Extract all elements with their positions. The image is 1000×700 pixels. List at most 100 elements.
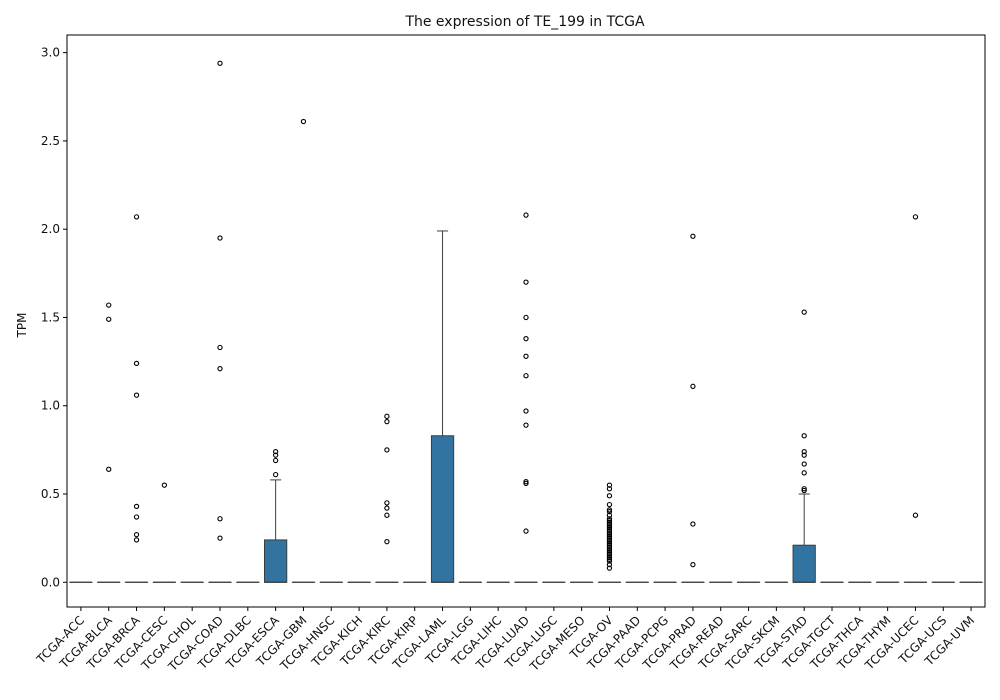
- outlier-point: [606, 519, 613, 525]
- outlier-point: [523, 480, 529, 487]
- outlier-point: [606, 533, 613, 540]
- outlier-point: [606, 482, 613, 488]
- outlier-point: [606, 512, 613, 518]
- outlier-point: [272, 457, 279, 464]
- outlier-point: [606, 521, 613, 527]
- outlier-point: [606, 493, 613, 499]
- outlier-point: [606, 526, 613, 532]
- outlier-point: [217, 344, 223, 351]
- outlier-point: [217, 516, 223, 522]
- outlier-point: [384, 539, 390, 545]
- outlier-point: [606, 537, 613, 543]
- outlier-point: [384, 418, 390, 425]
- outlier-point: [606, 547, 613, 554]
- outlier-point: [801, 486, 807, 492]
- outlier-point: [690, 233, 696, 239]
- outlier-point: [272, 471, 279, 478]
- box-group: [514, 212, 538, 583]
- outlier-point: [106, 466, 112, 472]
- outlier-point: [606, 561, 613, 568]
- outlier-point: [801, 433, 807, 439]
- outlier-point: [606, 528, 613, 534]
- outlier-point: [217, 235, 223, 241]
- outlier-point: [606, 531, 613, 538]
- box: [430, 435, 455, 583]
- chart-title: The expression of TE_199 in TCGA: [404, 14, 645, 30]
- outlier-point: [133, 214, 140, 220]
- outlier-point: [606, 554, 613, 561]
- box-group: [430, 230, 455, 583]
- outlier-point: [217, 366, 223, 372]
- outlier-point: [523, 336, 529, 342]
- outlier-point: [300, 118, 307, 125]
- outlier-point: [801, 309, 807, 315]
- outlier-point: [133, 514, 140, 520]
- y-tick-label: 3.0: [41, 46, 60, 60]
- outlier-point: [384, 447, 390, 453]
- y-tick-label: 0.0: [41, 575, 60, 589]
- outlier-point: [801, 487, 807, 494]
- outlier-point: [161, 482, 168, 488]
- outlier-point: [690, 561, 696, 568]
- box-group: [291, 118, 316, 583]
- outlier-point: [384, 413, 390, 419]
- outlier-point: [523, 422, 529, 428]
- box-group: [124, 214, 149, 583]
- y-tick-label: 1.5: [41, 310, 60, 324]
- outlier-point: [606, 539, 613, 545]
- outlier-point: [106, 302, 112, 308]
- outlier-point: [523, 528, 529, 534]
- outlier-point: [606, 524, 613, 531]
- outlier-point: [606, 546, 613, 552]
- outlier-point: [606, 551, 613, 557]
- box-group: [681, 233, 705, 583]
- outlier-point: [912, 214, 919, 220]
- box-group: [97, 302, 121, 583]
- outlier-point: [606, 507, 613, 513]
- outlier-point: [523, 373, 529, 379]
- outlier-point: [801, 452, 807, 458]
- outlier-point: [606, 530, 613, 536]
- outlier-point: [384, 505, 390, 511]
- box-group: [152, 482, 176, 583]
- outlier-point: [523, 314, 529, 321]
- outlier-point: [523, 212, 529, 218]
- plot-frame: [66, 34, 986, 608]
- outlier-point: [606, 556, 613, 562]
- outlier-point: [217, 535, 223, 541]
- outlier-point: [801, 461, 807, 467]
- outlier-point: [606, 517, 613, 524]
- box-group: [375, 413, 399, 583]
- outlier-point: [133, 392, 140, 398]
- y-tick-label: 2.5: [41, 134, 60, 148]
- outlier-point: [133, 503, 140, 510]
- outlier-point: [606, 516, 613, 522]
- outlier-point: [690, 521, 696, 527]
- outlier-point: [801, 448, 807, 455]
- box-group: [903, 214, 928, 583]
- y-axis: 0.0 0.5 1.0 1.5 2.0 2.5 3.0: [41, 46, 67, 589]
- outlier-point: [606, 535, 613, 541]
- outlier-point: [801, 470, 807, 476]
- box: [264, 539, 288, 583]
- y-tick-label: 0.5: [41, 487, 60, 501]
- outlier-point: [523, 353, 529, 359]
- outlier-point: [523, 279, 529, 285]
- outlier-point: [133, 360, 140, 367]
- outlier-point: [606, 544, 613, 550]
- box-group: [597, 482, 622, 583]
- outlier-point: [606, 549, 613, 555]
- box-group: [792, 309, 816, 583]
- outlier-point: [690, 383, 696, 389]
- outlier-point: [606, 553, 613, 559]
- outlier-point: [106, 316, 112, 322]
- outlier-point: [606, 565, 613, 571]
- outlier-point: [523, 479, 529, 485]
- outlier-point: [606, 501, 613, 508]
- y-axis-label: TPM: [15, 313, 29, 339]
- box: [792, 544, 816, 583]
- outlier-point: [133, 537, 140, 543]
- outlier-point: [912, 512, 919, 518]
